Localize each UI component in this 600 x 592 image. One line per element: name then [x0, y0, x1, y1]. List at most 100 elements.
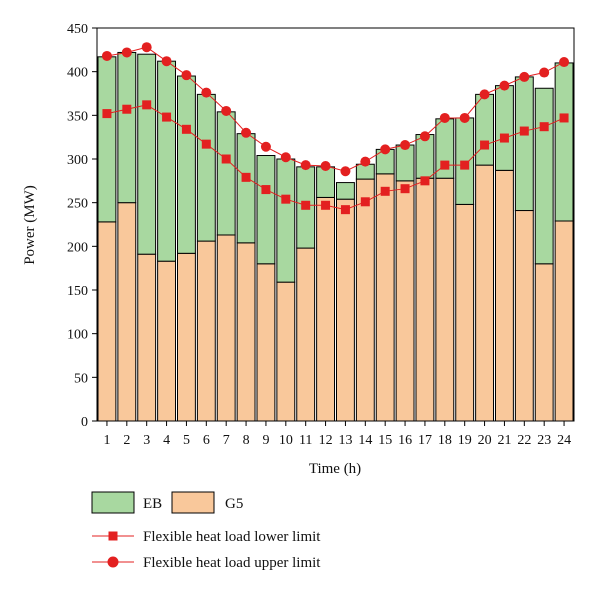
- bar-g5-13: [336, 198, 355, 422]
- marker-flexible-heat-load-upper-limit-2: [121, 47, 132, 58]
- marker-flexible-heat-load-upper-limit-10: [280, 152, 291, 163]
- x-tick-label: 21: [497, 433, 511, 448]
- bar-g5-22: [514, 210, 534, 422]
- bar-eb-2: [117, 51, 137, 204]
- x-tick-label: 17: [418, 433, 432, 448]
- bar-eb-9: [256, 155, 276, 265]
- marker-flexible-heat-load-lower-limit-3: [142, 100, 152, 110]
- y-tick-label: 350: [67, 109, 88, 124]
- legend-swatch-g5: [171, 491, 215, 514]
- y-tick-label: 250: [67, 197, 88, 212]
- y-tick-label: 0: [81, 415, 88, 430]
- marker-flexible-heat-load-lower-limit-12: [321, 200, 331, 210]
- x-tick-label: 4: [163, 433, 170, 448]
- bar-g5-24: [554, 220, 574, 422]
- marker-flexible-heat-load-upper-limit-11: [300, 160, 311, 171]
- y-tick-label: 450: [67, 22, 88, 37]
- bar-g5-18: [435, 177, 455, 422]
- bar-g5-23: [534, 263, 554, 422]
- bar-eb-13: [336, 182, 355, 200]
- marker-flexible-heat-load-lower-limit-14: [360, 197, 370, 207]
- x-tick-label: 2: [123, 433, 130, 448]
- y-axis-title: Power (MW): [22, 185, 38, 265]
- legend-label-eb: EB: [143, 496, 162, 512]
- bar-g5-21: [495, 169, 514, 422]
- x-tick-label: 5: [183, 433, 190, 448]
- bar-eb-5: [177, 75, 196, 254]
- marker-flexible-heat-load-upper-limit-22: [519, 71, 530, 82]
- x-tick-label: 12: [319, 433, 333, 448]
- bar-g5-4: [157, 260, 177, 422]
- marker-flexible-heat-load-lower-limit-21: [499, 133, 509, 143]
- bar-g5-3: [137, 253, 157, 422]
- marker-flexible-heat-load-lower-limit-1: [102, 109, 112, 119]
- legend-marker-flexible-heat-load-upper-limit: [107, 556, 119, 568]
- x-tick-label: 7: [223, 433, 230, 448]
- bar-eb-12: [316, 166, 336, 198]
- marker-flexible-heat-load-lower-limit-4: [162, 112, 172, 122]
- marker-flexible-heat-load-upper-limit-20: [479, 89, 490, 100]
- x-tick-label: 10: [279, 433, 293, 448]
- bar-eb-1: [97, 56, 117, 223]
- bar-eb-22: [514, 76, 534, 212]
- bar-g5-10: [276, 281, 296, 422]
- marker-flexible-heat-load-upper-limit-12: [320, 160, 331, 171]
- x-tick-label: 1: [103, 433, 110, 448]
- legend: EB G5 Flexible heat load lower limit Flexib…: [91, 491, 321, 571]
- marker-flexible-heat-load-upper-limit-17: [419, 131, 430, 142]
- bar-g5-8: [236, 242, 256, 422]
- x-tick-label: 24: [557, 433, 571, 448]
- x-tick-label: 18: [438, 433, 452, 448]
- marker-flexible-heat-load-lower-limit-2: [122, 104, 132, 114]
- marker-flexible-heat-load-upper-limit-15: [380, 144, 391, 155]
- marker-flexible-heat-load-upper-limit-23: [539, 67, 550, 78]
- bar-g5-6: [196, 240, 216, 422]
- marker-flexible-heat-load-upper-limit-24: [559, 57, 570, 68]
- bar-g5-12: [316, 196, 336, 422]
- x-tick-label: 20: [478, 433, 492, 448]
- marker-flexible-heat-load-lower-limit-16: [400, 184, 410, 194]
- bar-g5-7: [216, 234, 236, 422]
- marker-flexible-heat-load-lower-limit-11: [301, 200, 311, 210]
- bar-g5-1: [97, 221, 117, 422]
- legend-swatch-eb: [91, 491, 135, 514]
- bar-eb-6: [196, 93, 216, 242]
- marker-flexible-heat-load-upper-limit-8: [241, 127, 252, 138]
- marker-flexible-heat-load-upper-limit-13: [340, 166, 351, 177]
- bar-g5-11: [296, 247, 316, 422]
- plot-frame: [96, 27, 575, 422]
- x-tick-label: 6: [203, 433, 210, 448]
- legend-label-g5: G5: [225, 496, 243, 512]
- marker-flexible-heat-load-lower-limit-10: [281, 194, 291, 204]
- marker-flexible-heat-load-lower-limit-15: [380, 186, 390, 196]
- marker-flexible-heat-load-lower-limit-22: [519, 126, 529, 136]
- bar-g5-19: [455, 203, 475, 422]
- marker-flexible-heat-load-upper-limit-19: [459, 112, 470, 123]
- bar-g5-15: [375, 173, 395, 422]
- x-tick-label: 3: [143, 433, 150, 448]
- lines-group: [101, 42, 570, 215]
- marker-flexible-heat-load-lower-limit-5: [181, 124, 191, 134]
- marker-flexible-heat-load-lower-limit-8: [241, 172, 251, 182]
- bar-eb-24: [554, 62, 574, 222]
- x-axis-title: Time (h): [309, 461, 361, 477]
- marker-flexible-heat-load-upper-limit-6: [201, 87, 212, 98]
- bar-g5-14: [355, 178, 375, 422]
- legend-label-flexible-heat-load-upper-limit: Flexible heat load upper limit: [143, 555, 321, 571]
- marker-flexible-heat-load-lower-limit-18: [440, 160, 450, 170]
- bar-g5-20: [475, 164, 495, 422]
- bar-eb-4: [157, 60, 177, 262]
- bar-g5-2: [117, 202, 137, 422]
- bar-g5-9: [256, 263, 276, 422]
- marker-flexible-heat-load-lower-limit-9: [261, 185, 271, 195]
- y-tick-label: 300: [67, 153, 88, 168]
- marker-flexible-heat-load-lower-limit-13: [340, 205, 350, 215]
- y-tick-label: 400: [67, 66, 88, 81]
- x-tick-label: 19: [458, 433, 472, 448]
- marker-flexible-heat-load-lower-limit-19: [460, 160, 470, 170]
- legend-label-flexible-heat-load-lower-limit: Flexible heat load lower limit: [143, 529, 321, 545]
- bar-eb-10: [276, 158, 296, 283]
- marker-flexible-heat-load-lower-limit-7: [221, 154, 231, 164]
